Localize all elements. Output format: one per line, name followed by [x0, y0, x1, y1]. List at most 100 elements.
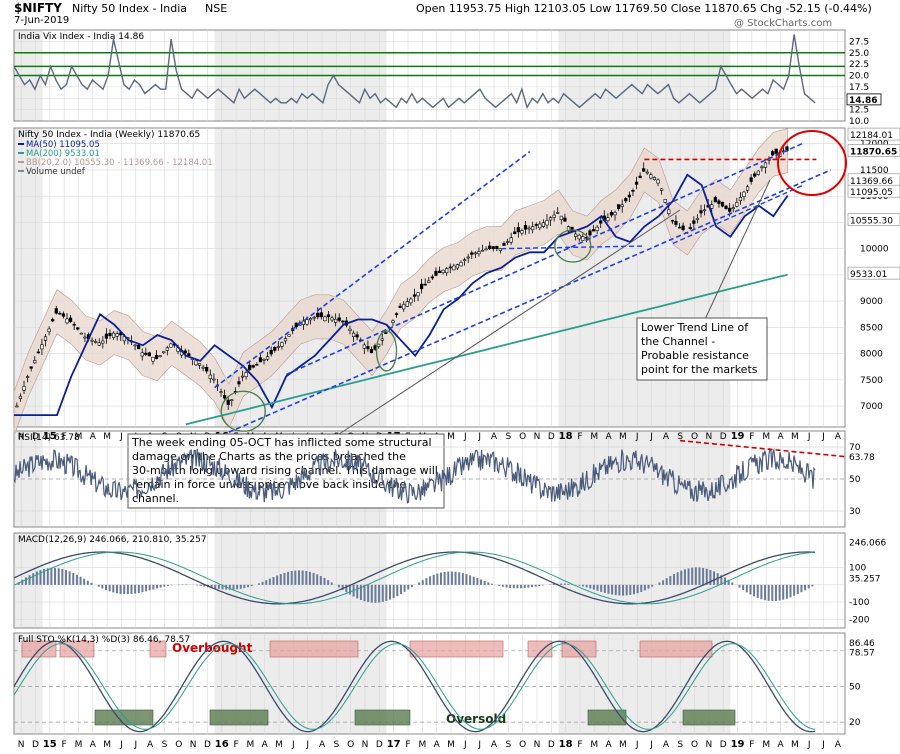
candle-body [66, 319, 69, 323]
macd-histogram-bar [538, 585, 540, 586]
macd-tick-label: 246.066 [849, 538, 886, 548]
candle-body [288, 335, 291, 337]
candle-body [488, 246, 491, 249]
candle-body [524, 225, 527, 229]
macd-histogram-bar [673, 574, 675, 585]
price-tick-label: 9000 [860, 297, 883, 307]
candle-body [743, 192, 746, 197]
macd-histogram-bar [214, 585, 216, 589]
candle-body [94, 341, 97, 342]
macd-histogram-bar [294, 571, 296, 585]
macd-histogram-bar [87, 581, 89, 585]
x-tick-label: 18 [559, 431, 573, 442]
price-value-label: 9533.01 [850, 270, 887, 280]
candle-body [73, 324, 76, 325]
macd-histogram-bar [338, 585, 340, 588]
macd-histogram-bar [127, 585, 129, 594]
candle-body [453, 266, 456, 270]
macd-histogram-bar [578, 585, 580, 586]
candle-body [642, 169, 645, 172]
symbol-label: $NIFTY [14, 1, 62, 15]
macd-histogram-bar [433, 575, 435, 585]
candle-body [556, 212, 559, 213]
candle-body [270, 350, 273, 354]
macd-histogram-bar [262, 582, 264, 585]
annotation-text: the Channel - [641, 335, 715, 348]
overbought-zone [640, 641, 712, 657]
macd-histogram-bar [258, 583, 260, 584]
legend-entry: Volume undef [26, 167, 86, 177]
macd-histogram-bar [531, 585, 533, 587]
watermark: @ StockCharts.com [734, 18, 832, 29]
macd-histogram-bar [50, 568, 52, 585]
macd-histogram-bar [47, 568, 49, 585]
candle-body [356, 335, 359, 337]
macd-histogram-bar [724, 578, 726, 585]
x-tick-label: J [807, 740, 811, 750]
macd-histogram-bar [400, 585, 402, 594]
candle-body [775, 149, 778, 153]
macd-histogram-bar [695, 567, 697, 584]
candle-body [574, 234, 577, 237]
x-tick-label: A [777, 740, 784, 750]
macd-histogram-bar [69, 571, 71, 584]
candle-body [306, 320, 309, 324]
candle-body [427, 281, 430, 283]
sto-tick-label: 50 [849, 682, 861, 692]
x-tick-label: A [491, 432, 498, 442]
candle-body [750, 178, 753, 182]
candle-body [316, 313, 319, 317]
x-tick-label: A [147, 740, 154, 750]
candle-body [349, 329, 352, 331]
candle-body [44, 337, 47, 341]
x-tick-label: D [720, 740, 727, 750]
vix-last-label: 14.86 [849, 96, 877, 106]
candle-body [166, 348, 169, 351]
macd-histogram-bar [513, 585, 515, 588]
macd-histogram-bar [327, 580, 329, 585]
candle-body [98, 343, 101, 345]
candle-body [392, 321, 395, 323]
candle-body [553, 215, 556, 217]
candle-body [59, 313, 62, 314]
candle-body [134, 345, 137, 346]
x-tick-label: N [706, 740, 713, 750]
macd-histogram-bar [138, 585, 140, 593]
x-tick-label: J [119, 740, 123, 750]
candle-body [295, 323, 298, 327]
macd-histogram-bar [291, 571, 293, 585]
rsi-tick-label: 50 [849, 475, 861, 485]
macd-histogram-bar [444, 572, 446, 585]
macd-histogram-bar [698, 567, 700, 584]
macd-histogram-bar [160, 585, 162, 588]
x-tick-label: J [463, 432, 467, 442]
x-tick-label: F [577, 432, 582, 442]
candle-body [187, 354, 190, 356]
macd-histogram-bar [98, 585, 100, 587]
macd-histogram-bar [101, 585, 103, 589]
candle-body [513, 232, 516, 234]
vix-tick-label: 27.5 [849, 37, 869, 47]
candle-body [102, 341, 105, 343]
x-tick-label: M [590, 740, 598, 750]
macd-histogram-bar [385, 585, 387, 601]
x-tick-label: O [175, 740, 182, 750]
macd-histogram-bar [418, 582, 420, 584]
macd-histogram-bar [83, 579, 85, 585]
macd-histogram-bar [232, 585, 234, 590]
candle-body [463, 260, 466, 261]
candle-body [266, 357, 269, 360]
macd-histogram-bar [200, 585, 202, 586]
macd-histogram-bar [611, 585, 613, 595]
overbought-zone [528, 641, 552, 657]
x-tick-label: D [548, 740, 555, 750]
macd-histogram-bar [152, 585, 154, 590]
x-tick-label: M [590, 432, 598, 442]
macd-histogram-bar [589, 585, 591, 589]
candle-body [399, 306, 402, 308]
candle-body [678, 227, 681, 228]
macd-histogram-bar [542, 585, 544, 586]
candle-body [16, 406, 19, 407]
macd-histogram-bar [768, 585, 770, 601]
